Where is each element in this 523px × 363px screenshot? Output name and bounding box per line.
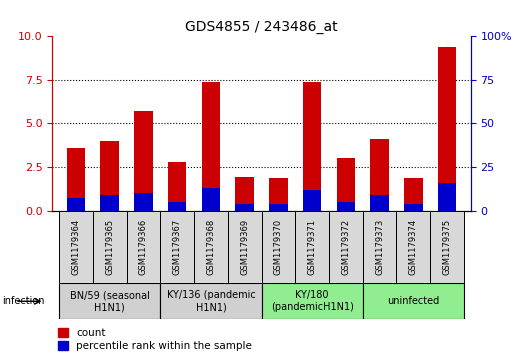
Bar	[404, 204, 423, 211]
Bar	[100, 141, 119, 211]
Bar	[59, 211, 93, 283]
Text: GSM1179369: GSM1179369	[240, 219, 249, 275]
Bar	[168, 202, 186, 211]
Bar	[160, 211, 194, 283]
Bar	[370, 195, 389, 211]
Text: GSM1179372: GSM1179372	[342, 219, 350, 275]
Bar	[404, 178, 423, 211]
Text: GSM1179375: GSM1179375	[442, 219, 451, 275]
Text: GSM1179364: GSM1179364	[72, 219, 81, 275]
Bar	[295, 211, 329, 283]
Bar	[201, 82, 220, 211]
Bar	[329, 211, 363, 283]
Bar	[160, 283, 262, 319]
Bar	[134, 193, 153, 211]
Bar	[337, 202, 355, 211]
Text: GSM1179367: GSM1179367	[173, 219, 181, 275]
Bar	[66, 148, 85, 211]
Bar	[303, 189, 322, 211]
Text: GSM1179370: GSM1179370	[274, 219, 283, 275]
Text: KY/180
(pandemicH1N1): KY/180 (pandemicH1N1)	[271, 290, 354, 312]
Bar	[201, 188, 220, 211]
Bar	[93, 211, 127, 283]
Bar	[262, 211, 295, 283]
Bar	[59, 283, 160, 319]
Bar	[370, 139, 389, 211]
Bar	[269, 204, 288, 211]
Text: BN/59 (seasonal
H1N1): BN/59 (seasonal H1N1)	[70, 290, 150, 312]
Bar	[269, 178, 288, 211]
Bar	[168, 162, 186, 211]
Bar	[430, 211, 464, 283]
Bar	[235, 204, 254, 211]
Text: GSM1179366: GSM1179366	[139, 219, 148, 275]
Text: GSM1179374: GSM1179374	[409, 219, 418, 275]
Bar	[438, 183, 457, 211]
Bar	[228, 211, 262, 283]
Bar	[66, 198, 85, 211]
Text: GSM1179373: GSM1179373	[375, 219, 384, 275]
Bar	[262, 283, 363, 319]
Bar	[337, 158, 355, 211]
Bar	[127, 211, 160, 283]
Text: GSM1179365: GSM1179365	[105, 219, 114, 275]
Legend: count, percentile rank within the sample: count, percentile rank within the sample	[58, 328, 252, 351]
Bar	[396, 211, 430, 283]
Text: uninfected: uninfected	[387, 296, 439, 306]
Title: GDS4855 / 243486_at: GDS4855 / 243486_at	[185, 20, 338, 34]
Bar	[134, 111, 153, 211]
Text: GSM1179371: GSM1179371	[308, 219, 316, 275]
Bar	[438, 47, 457, 211]
Text: GSM1179368: GSM1179368	[207, 219, 215, 275]
Bar	[363, 283, 464, 319]
Bar	[303, 82, 322, 211]
Bar	[194, 211, 228, 283]
Text: KY/136 (pandemic
H1N1): KY/136 (pandemic H1N1)	[166, 290, 255, 312]
Bar	[100, 195, 119, 211]
Text: infection: infection	[3, 296, 45, 306]
Bar	[363, 211, 396, 283]
Bar	[235, 178, 254, 211]
